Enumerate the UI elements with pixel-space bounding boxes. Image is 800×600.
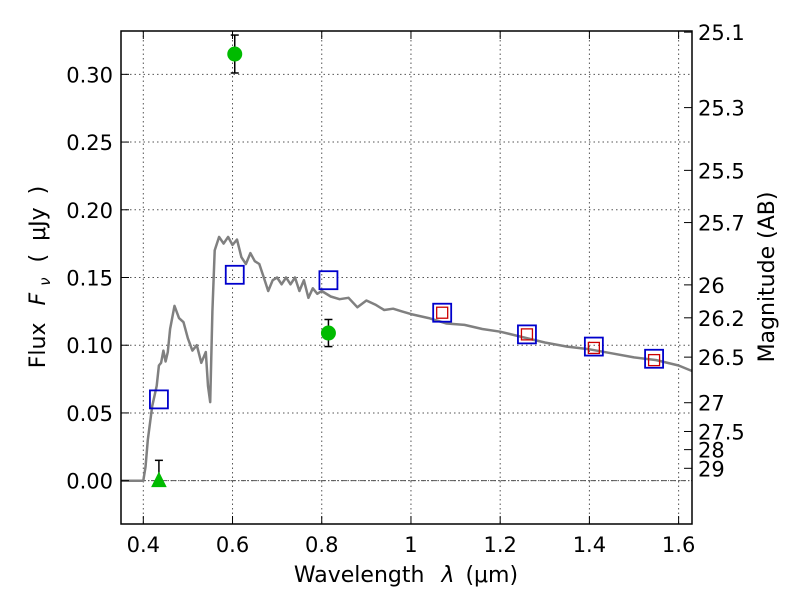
observed-flux-point [227,46,243,62]
y-tick-label: 0.25 [66,131,113,155]
small-red-square [587,341,601,355]
x-tick-label: 1.4 [573,533,606,557]
observed-flux-point [320,325,336,341]
y-tick-label: 0.20 [66,199,113,223]
model-photometry-square [432,302,453,323]
y-tick-label: 0.00 [66,470,113,494]
model-photometry-square [149,389,169,410]
y-tick-label: 0.10 [66,334,113,358]
x-tick-label: 1 [404,533,417,557]
mag-tick-label: 27.5 [698,420,745,444]
photometry-markers [149,34,664,488]
model-sed-line [121,235,693,482]
small-red-square [436,306,449,319]
x-axis-title: Wavelength λ (μm) [294,563,518,588]
x-axis-title-symbol: λ [440,563,454,588]
x-tick-label: 1.2 [483,533,516,557]
mag-tick-label: 25.1 [698,21,745,45]
y-tick-label: 0.15 [66,267,113,291]
model-photometry-square [318,270,339,291]
x-tick-label: 1.6 [662,533,695,557]
small-red-square [520,328,534,341]
x-axis-title-text: Wavelength [294,563,425,588]
y-axis-title-symbol: F [26,293,51,306]
model-sed-curve-layer [121,235,693,482]
x-axis-title-unit: (μm) [465,563,518,588]
mag-tick-label: 25.5 [698,159,745,183]
mag-tick-label: 26 [698,274,725,298]
mag-tick-label: 26.2 [698,307,745,331]
mag-tick-label: 25.7 [698,212,745,236]
upper-limit-triangle [151,471,167,488]
model-photometry-square [583,336,604,357]
mag-tick-label: 27 [698,392,725,416]
model-photometry-square [517,324,537,345]
x-tick-label: 0.6 [216,533,249,557]
model-photometry-square [644,348,664,369]
grid-lines [121,31,692,524]
y-axis-title-paren-open: ( [26,254,51,263]
y-axis-title: Flux F ν ( μJy ) [26,186,56,368]
y-axis-title-paren-close: ) [26,186,51,195]
x-tick-label: 0.4 [127,533,160,557]
mag-tick-label: 25.3 [698,97,745,121]
right-axis-title: Magnitude (AB) [755,192,780,363]
mag-tick-label: 26.5 [698,346,745,370]
y-tick-label: 0.05 [66,402,113,426]
x-tick-label: 0.8 [305,533,338,557]
model-photometry-square [224,264,245,285]
mag-tick-label: 28 [698,439,725,463]
mag-tick-label: 29 [698,457,725,481]
y-axis-title-subscript: ν [36,277,54,285]
small-red-square [647,353,661,367]
y-axis-title-text: Flux [26,323,51,369]
y-tick-label: 0.30 [66,63,113,87]
y-axis-title-unit: μJy [26,207,51,241]
axis-ticks: 0.4 0.6 0.8 1 1.2 1.4 1.6 0.00 0.05 0.10 0.15 0.20 0… [66,21,745,557]
